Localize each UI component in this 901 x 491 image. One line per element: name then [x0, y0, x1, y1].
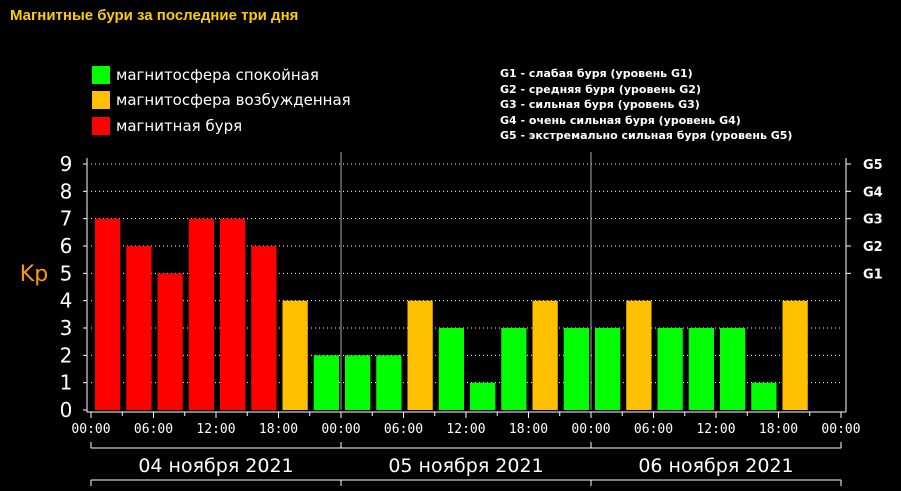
y-tick-label: 3	[60, 316, 73, 340]
kp-bar	[626, 300, 652, 410]
kp-bar	[95, 218, 121, 410]
kp-bar	[220, 218, 246, 410]
kp-bar	[470, 382, 496, 410]
legend-swatch-calm	[92, 66, 110, 84]
x-tick-label: 18:00	[759, 422, 798, 437]
x-tick-label: 06:00	[634, 422, 673, 437]
x-tick-label: 12:00	[446, 422, 485, 437]
y-tick-label: 6	[60, 234, 73, 258]
kp-bar	[313, 355, 339, 410]
legend-label-calm: магнитосфера спокойная	[116, 66, 319, 84]
kp-bar	[188, 218, 214, 410]
storm-level-g2: G2 - средняя буря (уровень G2)	[500, 82, 701, 96]
legend-label-excited: магнитосфера возбужденная	[116, 91, 351, 109]
kp-bar	[407, 300, 433, 410]
y-tick-label: 0	[60, 398, 73, 422]
kp-bar	[282, 300, 308, 410]
day-label: 06 ноября 2021	[638, 455, 793, 477]
kp-bar	[157, 273, 183, 410]
kp-bar	[345, 355, 371, 410]
x-tick-label: 00:00	[821, 422, 860, 437]
kp-bar	[563, 328, 589, 410]
page-title: Магнитные бури за последние три дня	[10, 7, 299, 24]
right-axis-label: G2	[863, 240, 883, 255]
y-axis-label: Kp	[20, 262, 48, 287]
x-tick-label: 06:00	[134, 422, 173, 437]
right-axis-label: G1	[863, 267, 883, 282]
legend-item-storm: магнитная буря	[92, 116, 242, 136]
y-tick-label: 5	[60, 261, 73, 285]
kp-bar	[501, 328, 527, 410]
y-tick-label: 1	[60, 371, 73, 395]
x-tick-label: 12:00	[196, 422, 235, 437]
kp-bar	[782, 300, 808, 410]
legend-swatch-storm	[92, 117, 110, 135]
day-label: 04 ноября 2021	[138, 455, 293, 477]
storm-level-g5: G5 - экстремально сильная буря (уровень …	[500, 129, 793, 142]
right-axis-label: G5	[863, 158, 883, 173]
storm-level-g4: G4 - очень сильная буря (уровень G4)	[500, 113, 741, 127]
storm-level-g3: G3 - сильная буря (уровень G3)	[500, 98, 700, 111]
kp-bar	[751, 382, 777, 410]
storm-levels-legend: G1 - слабая буря (уровень G1) G2 - средн…	[500, 66, 792, 144]
legend-swatch-excited	[92, 91, 110, 109]
y-tick-label: 2	[60, 343, 73, 367]
y-tick-label: 4	[60, 289, 73, 313]
x-tick-label: 18:00	[509, 422, 548, 437]
x-tick-label: 12:00	[696, 422, 735, 437]
kp-bar	[657, 328, 683, 410]
kp-bar	[595, 328, 621, 410]
kp-bar	[376, 355, 402, 410]
y-tick-label: 9	[60, 152, 73, 176]
x-tick-label: 00:00	[321, 422, 360, 437]
right-axis-label: G4	[863, 185, 883, 200]
right-axis-label: G3	[863, 213, 883, 228]
day-label: 05 ноября 2021	[388, 455, 543, 477]
kp-bar	[438, 328, 464, 410]
legend-item-excited: магнитосфера возбужденная	[92, 90, 351, 110]
kp-bar	[126, 246, 152, 410]
kp-bar	[532, 300, 558, 410]
x-tick-label: 06:00	[384, 422, 423, 437]
legend-label-storm: магнитная буря	[116, 117, 243, 135]
kp-bar	[688, 328, 714, 410]
x-tick-label: 18:00	[259, 422, 298, 437]
legend-item-calm: магнитосфера спокойная	[92, 65, 319, 85]
x-tick-label: 00:00	[71, 422, 110, 437]
kp-bar	[251, 246, 277, 410]
y-tick-label: 8	[60, 179, 73, 203]
storm-level-g1: G1 - слабая буря (уровень G1)	[500, 67, 693, 80]
kp-bar	[720, 328, 746, 410]
x-tick-label: 00:00	[571, 422, 610, 437]
y-tick-label: 7	[60, 207, 73, 231]
